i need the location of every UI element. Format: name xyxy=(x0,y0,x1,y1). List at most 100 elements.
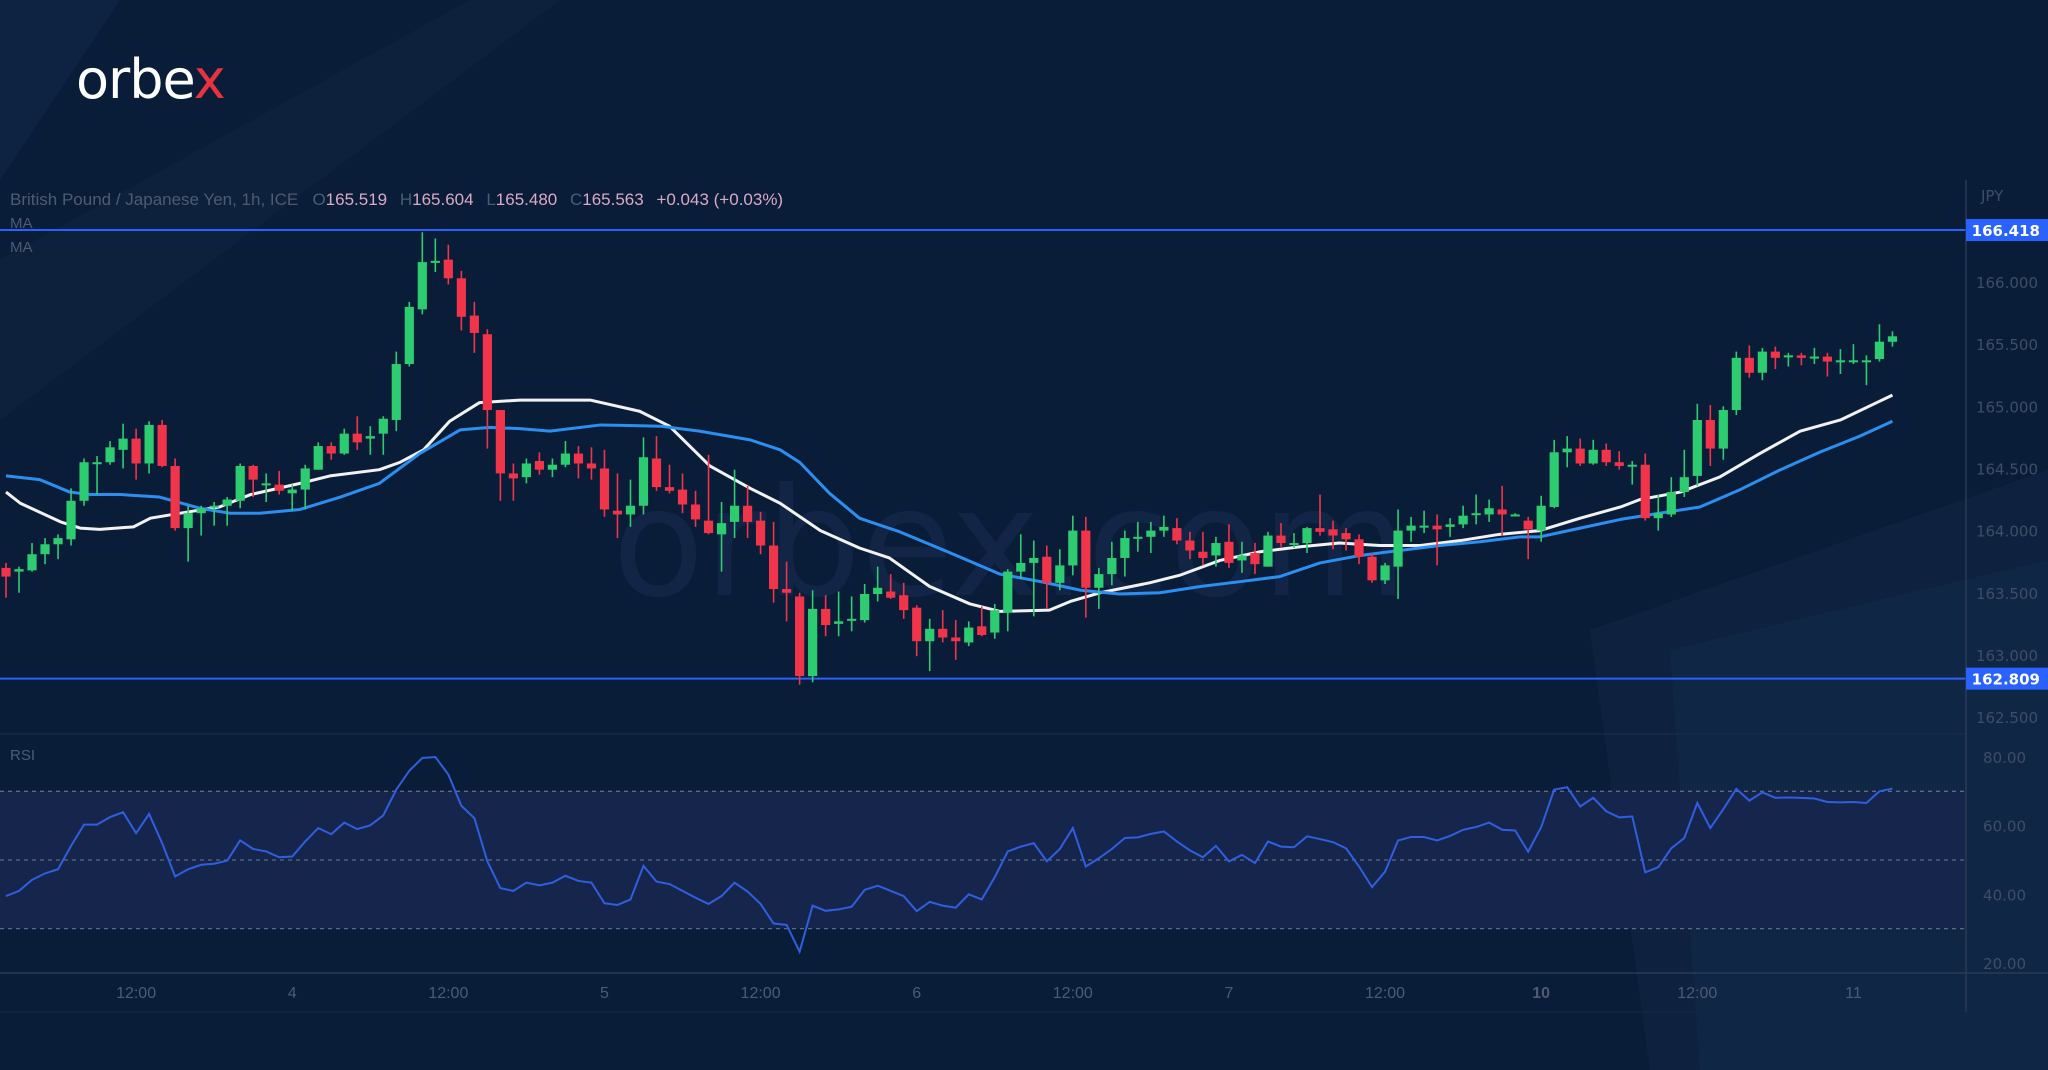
candle xyxy=(925,618,935,672)
candle-body xyxy=(417,262,427,310)
candle-body xyxy=(808,608,818,677)
candle xyxy=(1523,516,1533,560)
ma-slow-label[interactable]: MA xyxy=(10,239,33,256)
candle-body xyxy=(1666,492,1676,515)
candle-body xyxy=(495,410,505,474)
candle-body xyxy=(1315,528,1325,532)
candle xyxy=(456,270,466,331)
candle xyxy=(1601,443,1611,466)
candle-body xyxy=(105,447,115,463)
candle-body xyxy=(651,458,662,488)
candle xyxy=(326,442,336,460)
change-value: +0.043 (+0.03%) xyxy=(656,190,784,209)
candles xyxy=(1,232,1898,685)
time-tick-label: 12:00 xyxy=(1365,985,1405,1002)
moving-averages xyxy=(5,393,1894,613)
time-tick-label: 7 xyxy=(1224,985,1233,1002)
candle-body xyxy=(990,610,1000,633)
candle xyxy=(1276,523,1286,547)
candle xyxy=(1861,355,1872,386)
candle-body xyxy=(1094,574,1104,588)
candle xyxy=(938,610,948,643)
candle-body xyxy=(430,260,440,263)
candle xyxy=(183,505,193,562)
candle-body xyxy=(860,593,870,621)
candle xyxy=(1575,438,1585,466)
candle-body xyxy=(586,463,597,469)
rsi-line xyxy=(5,755,1893,955)
candle xyxy=(1055,549,1065,591)
candle xyxy=(1003,569,1013,632)
candle xyxy=(1874,324,1885,362)
candle-body xyxy=(1835,360,1846,363)
candle xyxy=(534,452,545,475)
candle-body xyxy=(873,587,883,594)
candle-body xyxy=(1224,541,1234,563)
candle-body xyxy=(1822,356,1832,362)
candle xyxy=(248,464,258,498)
candle-body xyxy=(1367,556,1377,581)
candle-body xyxy=(404,306,414,365)
candle xyxy=(105,441,115,465)
candle-body xyxy=(391,364,401,420)
candle xyxy=(1562,436,1572,468)
candle-body xyxy=(1575,448,1585,464)
candle-body xyxy=(92,462,102,465)
candle-body xyxy=(313,446,323,470)
candle xyxy=(521,458,531,484)
candle xyxy=(1081,516,1091,618)
candle xyxy=(1068,515,1078,576)
candle-body xyxy=(1432,525,1442,530)
candle xyxy=(1666,477,1676,517)
candle xyxy=(131,428,141,480)
candle xyxy=(40,538,50,565)
candle xyxy=(821,595,831,637)
candle-body xyxy=(1341,533,1351,540)
candle xyxy=(573,446,584,479)
candle xyxy=(1770,346,1780,370)
candle-body xyxy=(1744,357,1754,373)
candle xyxy=(1094,567,1104,609)
price-level-badge[interactable] xyxy=(1966,667,2048,690)
candle-body xyxy=(912,607,922,642)
candle xyxy=(1159,515,1169,537)
candle xyxy=(1120,530,1130,577)
candle xyxy=(1107,541,1117,586)
candle-body xyxy=(1536,505,1546,531)
candle xyxy=(1796,352,1806,366)
candle xyxy=(1458,505,1468,529)
rsi-tick-label: 40.00 xyxy=(1983,886,2026,904)
price-level-badge[interactable] xyxy=(1966,219,2048,242)
candle-body xyxy=(469,315,479,333)
candle-body xyxy=(834,621,844,624)
rsi-label[interactable]: RSI xyxy=(10,747,36,764)
candle xyxy=(443,244,453,285)
candle-body xyxy=(1705,419,1715,449)
candle xyxy=(235,463,245,509)
candle-body xyxy=(612,510,623,515)
candle-body xyxy=(1627,464,1637,467)
candle-body xyxy=(365,436,375,439)
candle xyxy=(66,488,76,546)
candle xyxy=(977,606,987,637)
ma-fast-line xyxy=(5,393,1894,613)
candle-body xyxy=(14,569,24,572)
candle xyxy=(1731,351,1741,416)
candle-body xyxy=(1861,360,1872,363)
candle-body xyxy=(235,465,245,501)
ma-fast-label[interactable]: MA xyxy=(10,215,33,232)
candle xyxy=(92,456,102,495)
candle-body xyxy=(1653,513,1663,519)
decor-stripe xyxy=(0,0,120,180)
candle xyxy=(729,469,740,539)
candle xyxy=(391,351,401,432)
candle xyxy=(118,423,128,469)
candle xyxy=(157,419,167,468)
candle-body xyxy=(1393,530,1403,567)
candle xyxy=(873,566,883,602)
low-label: L xyxy=(486,190,496,209)
candle xyxy=(469,301,479,353)
candle-body xyxy=(456,278,466,317)
rsi-band xyxy=(0,791,1966,929)
